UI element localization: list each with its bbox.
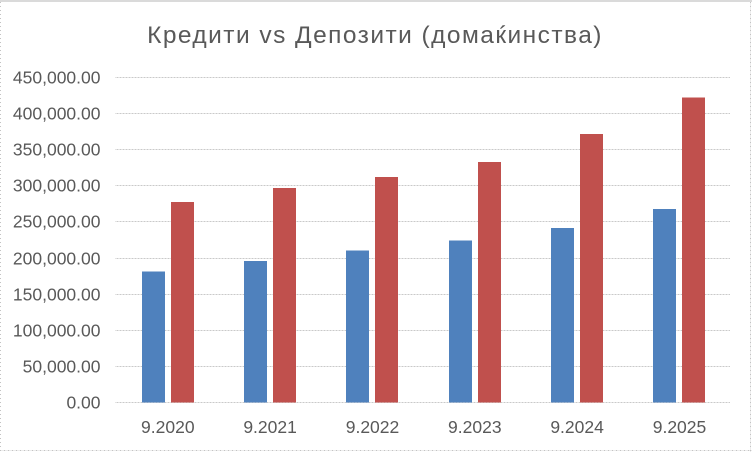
svg-text:9.2023: 9.2023 [448, 417, 502, 437]
svg-text:300,000.00: 300,000.00 [13, 176, 101, 196]
svg-text:50,000.00: 50,000.00 [23, 357, 101, 377]
svg-text:9.2022: 9.2022 [346, 417, 400, 437]
svg-text:Кредити vs Депозити (домаќинст: Кредити vs Депозити (домаќинства) [147, 22, 603, 49]
svg-text:200,000.00: 200,000.00 [13, 249, 101, 269]
svg-text:250,000.00: 250,000.00 [13, 212, 101, 232]
svg-text:9.2020: 9.2020 [141, 417, 195, 437]
svg-text:400,000.00: 400,000.00 [13, 104, 101, 124]
svg-text:100,000.00: 100,000.00 [13, 321, 101, 341]
svg-text:450,000.00: 450,000.00 [13, 68, 101, 88]
svg-text:9.2025: 9.2025 [653, 417, 707, 437]
svg-text:150,000.00: 150,000.00 [13, 285, 101, 305]
svg-text:9.2024: 9.2024 [550, 417, 604, 437]
svg-text:0.00: 0.00 [66, 393, 100, 413]
svg-text:9.2021: 9.2021 [243, 417, 297, 437]
svg-text:350,000.00: 350,000.00 [13, 140, 101, 160]
